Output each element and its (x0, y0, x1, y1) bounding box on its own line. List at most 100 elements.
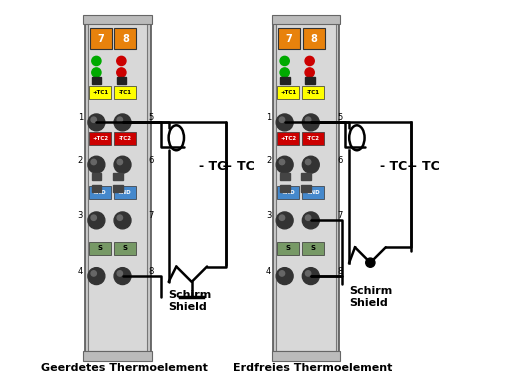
FancyBboxPatch shape (302, 186, 324, 199)
Text: 1: 1 (78, 113, 83, 122)
Circle shape (91, 117, 97, 122)
Circle shape (305, 117, 311, 122)
Circle shape (279, 117, 285, 122)
FancyBboxPatch shape (89, 132, 111, 146)
Circle shape (117, 271, 122, 276)
Text: +TC1: +TC1 (92, 90, 108, 95)
Circle shape (114, 212, 131, 229)
Circle shape (276, 212, 293, 229)
Circle shape (117, 117, 122, 122)
Text: 8: 8 (337, 267, 342, 276)
Text: -TC2: -TC2 (119, 136, 132, 141)
Circle shape (92, 57, 101, 65)
Bar (280, 77, 290, 84)
FancyBboxPatch shape (114, 186, 136, 199)
FancyBboxPatch shape (302, 86, 324, 99)
Text: -TC1: -TC1 (119, 90, 132, 95)
Circle shape (88, 114, 105, 131)
Bar (92, 77, 101, 84)
Text: S: S (311, 245, 316, 251)
Circle shape (302, 268, 319, 284)
Circle shape (302, 156, 319, 173)
Text: Erdfreies Thermoelement: Erdfreies Thermoelement (233, 363, 392, 373)
Circle shape (92, 68, 101, 77)
Bar (113, 173, 122, 180)
FancyBboxPatch shape (114, 86, 136, 99)
FancyBboxPatch shape (271, 351, 340, 361)
Circle shape (305, 68, 314, 77)
FancyBboxPatch shape (278, 186, 299, 199)
Circle shape (279, 215, 285, 220)
Circle shape (117, 68, 126, 77)
Text: 7: 7 (286, 34, 292, 44)
Circle shape (305, 57, 314, 65)
Circle shape (117, 215, 122, 220)
Text: 8: 8 (149, 267, 154, 276)
FancyBboxPatch shape (89, 186, 111, 199)
Text: + TC: + TC (223, 160, 255, 173)
Circle shape (114, 114, 131, 131)
Text: +TC2: +TC2 (92, 136, 108, 141)
Text: +TC2: +TC2 (280, 136, 297, 141)
Text: 5: 5 (337, 113, 342, 122)
Text: S: S (286, 245, 291, 251)
FancyBboxPatch shape (83, 351, 152, 361)
Circle shape (88, 268, 105, 284)
FancyBboxPatch shape (278, 241, 299, 255)
Text: GND: GND (306, 190, 320, 195)
Text: S: S (122, 245, 127, 251)
Circle shape (280, 68, 289, 77)
FancyBboxPatch shape (302, 132, 324, 146)
FancyBboxPatch shape (114, 132, 136, 146)
Circle shape (366, 258, 375, 267)
Circle shape (305, 159, 311, 165)
Circle shape (88, 212, 105, 229)
FancyBboxPatch shape (271, 15, 340, 24)
Bar (301, 173, 311, 180)
Bar (301, 185, 311, 192)
Bar (280, 173, 290, 180)
Text: 1: 1 (266, 113, 271, 122)
FancyBboxPatch shape (88, 21, 148, 351)
FancyBboxPatch shape (278, 132, 299, 146)
Circle shape (302, 212, 319, 229)
FancyBboxPatch shape (89, 86, 111, 99)
Text: GND: GND (282, 190, 295, 195)
Text: 4: 4 (78, 267, 83, 276)
FancyBboxPatch shape (90, 28, 112, 50)
Text: 6: 6 (149, 156, 154, 164)
Bar (113, 185, 122, 192)
Bar (305, 77, 315, 84)
FancyBboxPatch shape (278, 86, 299, 99)
Circle shape (276, 268, 293, 284)
Text: 2: 2 (78, 156, 83, 164)
Text: 7: 7 (337, 211, 342, 220)
Text: -TC2: -TC2 (307, 136, 320, 141)
Circle shape (114, 268, 131, 284)
Circle shape (279, 159, 285, 165)
Circle shape (276, 114, 293, 131)
Text: 3: 3 (78, 211, 83, 220)
FancyBboxPatch shape (278, 28, 300, 50)
Text: Schirm
Shield: Schirm Shield (169, 289, 212, 312)
FancyBboxPatch shape (276, 21, 336, 351)
Circle shape (280, 57, 289, 65)
Text: - TC: - TC (380, 160, 407, 173)
Bar (280, 185, 290, 192)
Circle shape (91, 271, 97, 276)
Text: Schirm
Shield: Schirm Shield (349, 286, 393, 308)
Text: GND: GND (118, 190, 132, 195)
Text: 3: 3 (266, 211, 271, 220)
Bar (117, 77, 126, 84)
FancyBboxPatch shape (83, 15, 152, 24)
Text: - TC: - TC (199, 160, 227, 173)
Text: 4: 4 (266, 267, 271, 276)
Circle shape (91, 215, 97, 220)
Text: + TC: + TC (407, 160, 439, 173)
FancyBboxPatch shape (114, 241, 136, 255)
Text: 8: 8 (310, 34, 317, 44)
Text: 5: 5 (149, 113, 154, 122)
Circle shape (117, 159, 122, 165)
Circle shape (114, 156, 131, 173)
Text: Geerdetes Thermoelement: Geerdetes Thermoelement (41, 363, 208, 373)
